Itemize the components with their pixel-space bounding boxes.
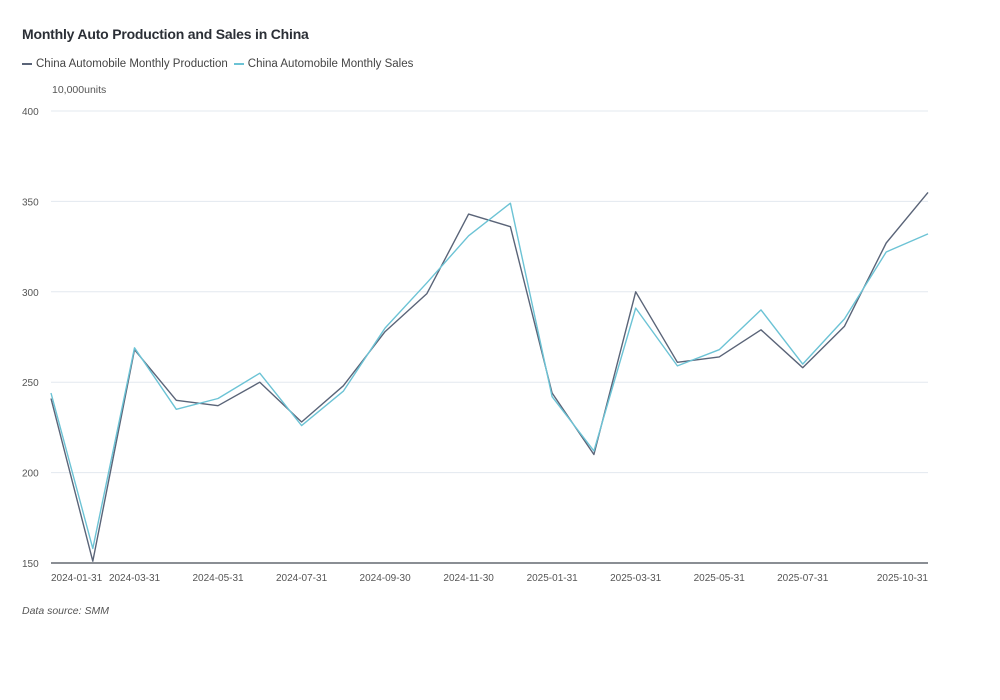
legend-swatch-sales (233, 63, 244, 65)
chart-title: Monthly Auto Production and Sales in Chi… (22, 26, 309, 42)
x-tick-label-2025-07-31: 2025-07-31 (777, 573, 829, 584)
y-tick-label-150: 150 (22, 559, 39, 570)
x-tick-label-2025-01-31: 2025-01-31 (527, 573, 579, 584)
legend-item-production[interactable]: China Automobile Monthly Production (22, 58, 228, 70)
series-line-sales (50, 202, 929, 550)
x-tick-label-2025-05-31: 2025-05-31 (694, 573, 746, 584)
y-tick-label-200: 200 (22, 469, 39, 480)
x-tick-label-2025-10-31: 2025-10-31 (877, 573, 929, 584)
legend-label-production: China Automobile Monthly Production (36, 58, 228, 70)
x-tick-label-2024-03-31: 2024-03-31 (109, 573, 161, 584)
y-tick-label-350: 350 (22, 197, 39, 208)
legend-label-sales: China Automobile Monthly Sales (247, 58, 414, 70)
data-source: Data source: SMM (22, 605, 109, 617)
x-tick-label-2024-05-31: 2024-05-31 (192, 573, 244, 584)
x-tick-label-2024-01-31: 2024-01-31 (51, 573, 103, 584)
series-line-production (50, 191, 929, 562)
y-axis-unit-label: 10,000units (52, 84, 107, 96)
y-tick-label-300: 300 (22, 288, 39, 299)
legend-item-sales[interactable]: China Automobile Monthly Sales (233, 58, 414, 70)
legend: China Automobile Monthly Production Chin… (22, 58, 419, 70)
y-tick-label-400: 400 (22, 107, 39, 118)
x-tick-label-2025-03-31: 2025-03-31 (610, 573, 662, 584)
legend-swatch-production (22, 63, 32, 65)
x-tick-label-2024-11-30: 2024-11-30 (443, 573, 494, 584)
y-tick-label-250: 250 (22, 378, 39, 389)
x-tick-label-2024-07-31: 2024-07-31 (276, 573, 328, 584)
x-tick-label-2024-09-30: 2024-09-30 (360, 573, 412, 584)
